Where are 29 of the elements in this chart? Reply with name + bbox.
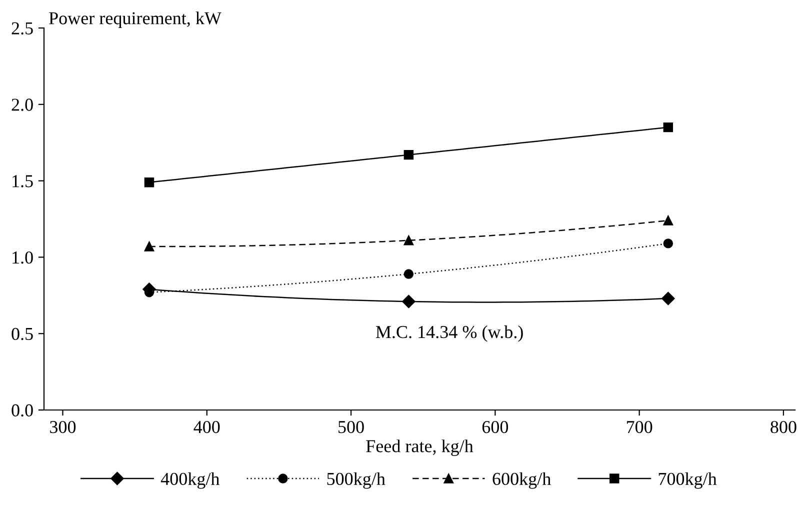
point (404, 150, 414, 160)
legend-label: 400kg/h (160, 472, 220, 489)
y-tick-label: 2.5 (12, 22, 33, 35)
x-tick-label: 800 (770, 420, 796, 434)
point (662, 292, 675, 306)
y-axis-title: Power requirement, kW (49, 12, 222, 28)
point (663, 122, 674, 132)
point (663, 238, 674, 248)
point (402, 294, 416, 308)
point (144, 177, 154, 188)
y-tick-label: 1.5 (12, 175, 33, 188)
legend-label: 700kg/h (658, 472, 717, 489)
point (404, 269, 414, 279)
x-tick-label: 300 (50, 420, 76, 434)
x-tick-label: 400 (194, 420, 220, 434)
x-tick-label: 500 (338, 420, 364, 434)
y-tick-label: 0.0 (12, 404, 33, 417)
y-tick-label: 2.0 (12, 98, 33, 111)
x-tick-label: 600 (482, 420, 508, 434)
legend-label: 500kg/h (327, 472, 386, 489)
x-tick-label: 700 (626, 420, 652, 434)
point (144, 242, 154, 252)
annotation: M.C. 14.34 % (w.b.) (376, 325, 523, 342)
y-tick-label: 1.0 (12, 251, 33, 264)
y-tick-label: 0.5 (12, 328, 33, 340)
legend-label: 600kg/h (492, 472, 551, 489)
point (404, 236, 414, 246)
point (663, 216, 674, 226)
x-axis-title: Feed rate, kg/h (366, 440, 474, 456)
